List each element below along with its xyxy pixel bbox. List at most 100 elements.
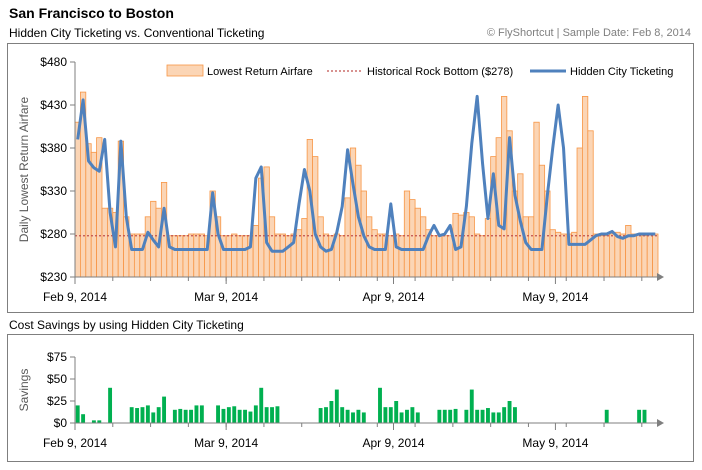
savings-bar xyxy=(502,407,507,423)
airfare-bar xyxy=(571,231,578,278)
savings-bar xyxy=(145,405,150,423)
airfare-bar xyxy=(274,233,281,278)
chart-title: San Francisco to Boston xyxy=(9,5,174,21)
savings-bar xyxy=(388,407,393,423)
airfare-bar xyxy=(555,231,562,278)
savings-bar xyxy=(351,412,355,423)
savings-bar xyxy=(194,405,199,423)
airfare-bar xyxy=(252,224,259,278)
y-axis-title: Daily Lowest Return Airfare xyxy=(17,96,31,242)
savings-bar xyxy=(378,387,382,423)
source-credit: © FlyShortcut | Sample Date: Feb 8, 2014 xyxy=(486,27,691,39)
y-tick-label: $0 xyxy=(54,416,68,430)
airfare-bar xyxy=(587,130,594,278)
y-tick-label: $50 xyxy=(47,372,67,386)
airfare-bar xyxy=(646,233,654,278)
airfare-bar xyxy=(409,199,416,278)
savings-bar xyxy=(356,409,361,423)
airfare-bar xyxy=(441,235,448,278)
airfare-bar xyxy=(177,235,184,278)
airfare-bar xyxy=(436,235,443,278)
airfare-bar xyxy=(322,233,330,278)
savings-bar xyxy=(399,412,404,423)
airfare-bar xyxy=(468,216,475,278)
airfare-bar xyxy=(171,235,178,278)
savings-bar xyxy=(199,405,204,423)
x-tick-label: Feb 9, 2014 xyxy=(43,290,107,304)
savings-chart-panel: Savings $75 $50 $25 $0 Feb 9, 2014 Mar 9, 2014… xyxy=(7,334,694,462)
savings-bar xyxy=(253,405,258,423)
airfare-bar xyxy=(636,233,643,278)
airfare-bar xyxy=(344,197,351,278)
airfare-bar xyxy=(236,235,243,278)
airfare-bar xyxy=(549,229,556,278)
x-tick-label: Mar 9, 2014 xyxy=(194,290,258,304)
savings-bar xyxy=(361,412,366,423)
savings-bar xyxy=(642,409,647,423)
x-tick-label: May 9, 2014 xyxy=(522,436,588,450)
savings-bar xyxy=(480,409,485,423)
airfare-bar xyxy=(403,190,411,278)
savings-bar xyxy=(151,412,156,423)
savings-bar xyxy=(75,405,80,423)
airfare-bar xyxy=(414,207,421,278)
x-tick-label: Feb 9, 2014 xyxy=(43,436,107,450)
savings-bar xyxy=(475,409,480,423)
savings-bar xyxy=(496,412,501,423)
airfare-bar xyxy=(484,218,492,278)
airfare-bar xyxy=(182,235,189,278)
airfare-bar xyxy=(592,233,600,278)
airfare-bar xyxy=(614,231,621,278)
savings-bar xyxy=(394,401,399,423)
airfare-bar xyxy=(625,224,632,278)
airfare-bar xyxy=(479,235,486,278)
airfare-bar xyxy=(279,233,286,278)
airfare-bar xyxy=(603,235,610,278)
airfare-bar xyxy=(231,233,238,278)
legend-label-hidden-city: Hidden City Ticketing xyxy=(570,66,673,78)
y-tick-label: $480 xyxy=(40,55,67,69)
savings-bar xyxy=(140,407,145,423)
savings-bar xyxy=(442,409,447,423)
savings-bar xyxy=(264,407,269,423)
savings-bar xyxy=(221,408,226,423)
airfare-bar xyxy=(376,233,384,278)
savings-bar xyxy=(275,406,280,423)
savings-bar xyxy=(415,412,420,423)
airfare-bar xyxy=(371,229,378,278)
airfare-bar xyxy=(339,235,346,278)
airfare-bar xyxy=(241,235,249,278)
airfare-bar xyxy=(198,233,205,278)
savings-bar xyxy=(464,409,469,423)
x-tick-label: Apr 9, 2014 xyxy=(362,290,424,304)
airfare-bar xyxy=(101,207,108,278)
savings-bar xyxy=(189,409,194,423)
savings-bar xyxy=(108,387,113,423)
savings-bar xyxy=(172,409,177,423)
savings-bar xyxy=(232,406,237,423)
airfare-bar xyxy=(193,233,200,278)
airfare-bar xyxy=(144,216,151,278)
savings-bar xyxy=(334,389,339,423)
airfare-bar xyxy=(630,233,637,278)
airfare-bar xyxy=(90,151,97,278)
airfare-bar xyxy=(398,235,405,278)
chart-subtitle: Hidden City Ticketing vs. Conventional T… xyxy=(9,26,265,40)
airfare-bar xyxy=(430,235,438,278)
savings-bar xyxy=(405,409,409,423)
savings-bar xyxy=(162,396,167,423)
y-tick-label: $75 xyxy=(47,350,67,364)
savings-bar xyxy=(129,407,134,423)
savings-bar xyxy=(270,407,274,423)
savings-bar xyxy=(637,409,642,423)
airfare-bar xyxy=(295,229,303,278)
hidden-city-line xyxy=(76,94,656,253)
savings-bar xyxy=(226,407,231,423)
savings-bar xyxy=(345,409,350,423)
savings-bar xyxy=(135,408,140,423)
airfare-chart-panel: Daily Lowest Return Airfare $480 $430 $380 $… xyxy=(7,43,694,313)
x-tick-label: Mar 9, 2014 xyxy=(194,436,258,450)
y-tick-label: $280 xyxy=(40,227,67,241)
savings-bar xyxy=(156,407,161,423)
airfare-bar xyxy=(598,235,605,278)
